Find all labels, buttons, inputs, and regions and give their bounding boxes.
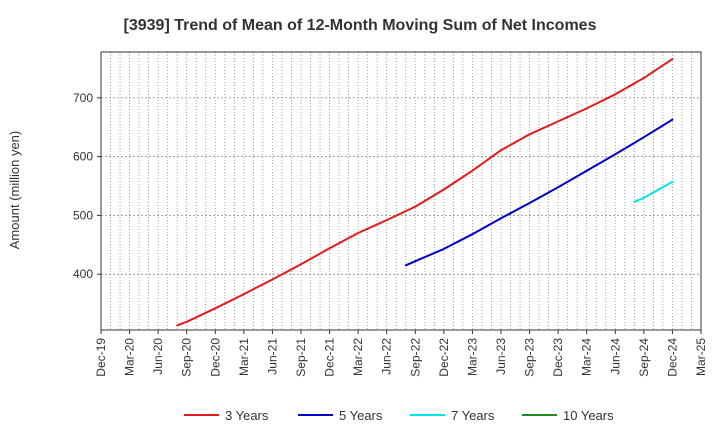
x-tick-label: Dec-23 bbox=[551, 338, 565, 377]
y-tick-label: 600 bbox=[73, 150, 93, 164]
x-tick-label: Jun-20 bbox=[151, 338, 165, 375]
x-tick-label: Sep-24 bbox=[637, 338, 651, 377]
x-tick-label: Jun-23 bbox=[494, 338, 508, 375]
legend-label: 5 Years bbox=[339, 408, 383, 423]
x-tick-label: Mar-21 bbox=[237, 338, 251, 376]
y-tick-label: 700 bbox=[73, 91, 93, 105]
x-tick-label: Jun-21 bbox=[265, 338, 279, 375]
chart-title: [3939] Trend of Mean of 12-Month Moving … bbox=[124, 17, 597, 34]
x-tick-label: Dec-24 bbox=[665, 338, 679, 377]
x-tick-label: Mar-25 bbox=[694, 338, 708, 376]
x-axis-ticks: Dec-19 Mar-20 Jun-20 Sep-20 Dec-20 Mar-21 Jun-… bbox=[94, 330, 708, 377]
legend-label: 10 Years bbox=[563, 408, 614, 423]
x-tick-label: Mar-20 bbox=[123, 338, 137, 376]
x-tick-label: Mar-22 bbox=[351, 338, 365, 376]
x-tick-label: Dec-19 bbox=[94, 338, 108, 377]
grid-lines bbox=[101, 52, 701, 330]
x-tick-label: Mar-24 bbox=[580, 338, 594, 376]
y-axis-label: Amount (million yen) bbox=[7, 131, 22, 250]
series-line-2 bbox=[404, 118, 674, 267]
series-line-3 bbox=[633, 180, 674, 203]
legend-label: 7 Years bbox=[451, 408, 495, 423]
x-tick-label: Sep-22 bbox=[408, 338, 422, 377]
x-tick-label: Jun-24 bbox=[608, 338, 622, 375]
plot-frame bbox=[100, 51, 702, 331]
x-tick-label: Jun-22 bbox=[380, 338, 394, 375]
legend-label: 3 Years bbox=[225, 408, 269, 423]
x-tick-label: Sep-21 bbox=[294, 338, 308, 377]
x-tick-label: Sep-23 bbox=[523, 338, 537, 377]
y-tick-label: 400 bbox=[73, 267, 93, 281]
x-tick-label: Sep-20 bbox=[180, 338, 194, 377]
x-tick-label: Mar-23 bbox=[465, 338, 479, 376]
series-lines bbox=[176, 58, 674, 327]
x-tick-label: Dec-22 bbox=[437, 338, 451, 377]
legend: 3 Years 5 Years 7 Years 10 Years bbox=[184, 408, 614, 423]
series-line-1 bbox=[176, 58, 674, 327]
x-tick-label: Dec-20 bbox=[208, 338, 222, 377]
y-tick-label: 500 bbox=[73, 208, 93, 222]
x-tick-label: Dec-21 bbox=[323, 338, 337, 377]
y-axis-ticks: 400 500 600 700 bbox=[73, 91, 101, 281]
